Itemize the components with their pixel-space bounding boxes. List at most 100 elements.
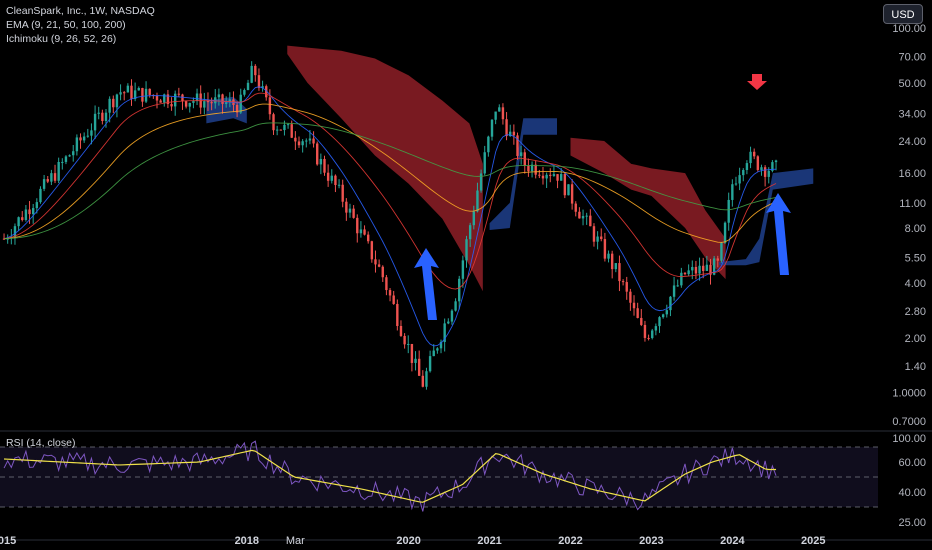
candle-body (359, 229, 363, 234)
candle-body (228, 99, 232, 103)
candle-body (17, 217, 20, 227)
candle-body (720, 242, 723, 261)
candle-body (297, 141, 301, 146)
candle-body (654, 326, 658, 331)
candle-body (581, 216, 585, 219)
candle-body (2, 238, 6, 240)
candle-body (75, 137, 79, 152)
candle-body (494, 111, 497, 120)
candle-body (246, 82, 250, 91)
candle-body (112, 98, 115, 108)
candle-body (552, 174, 556, 176)
candle-body (538, 174, 541, 176)
candle-body (731, 184, 734, 200)
candle-body (163, 94, 166, 103)
time-axis-label: 2025 (801, 535, 825, 547)
rsi-pane (0, 440, 878, 512)
candle-body (141, 88, 144, 102)
candle-body (235, 104, 239, 113)
candle-body (468, 225, 472, 240)
candle-body (57, 161, 60, 181)
candle-body (294, 137, 297, 142)
candle-body (64, 156, 68, 162)
rsi-axis-label: 40.00 (898, 487, 926, 499)
ema-100-line (4, 122, 777, 240)
legend-ema: EMA (9, 21, 50, 100, 200) (6, 19, 126, 31)
candle-body (672, 285, 676, 297)
candle-body (388, 290, 392, 296)
candle-body (254, 65, 257, 76)
candle-body (712, 258, 716, 275)
candle-body (443, 323, 446, 342)
candle-body (709, 264, 712, 275)
candle-body (501, 107, 505, 120)
price-axis-label: 100.00 (892, 23, 926, 35)
candle-body (691, 266, 694, 271)
price-axis-label: 34.00 (898, 108, 926, 120)
candle-body (734, 183, 738, 185)
candle-body (669, 296, 672, 311)
candle-body (403, 335, 406, 345)
candle-body (50, 173, 53, 182)
candle-body (316, 143, 319, 165)
candle-body (589, 215, 592, 227)
candle-body (366, 234, 370, 242)
candle-body (123, 92, 126, 94)
candle-body (505, 119, 508, 137)
candle-body (173, 93, 177, 107)
candle-body (716, 258, 719, 261)
time-axis-label: 2015 (0, 535, 16, 547)
candle-body (658, 317, 661, 327)
candle-body (46, 179, 49, 182)
candle-body (279, 129, 282, 131)
candle-body (170, 104, 173, 107)
candle-body (763, 167, 767, 177)
candle-body (250, 65, 253, 83)
price-axis-label: 8.00 (905, 223, 926, 235)
candle-body (203, 101, 206, 108)
currency-button[interactable]: USD (883, 4, 923, 24)
candle-body (31, 208, 35, 215)
candle-body (417, 358, 421, 376)
candle-body (261, 86, 264, 88)
candle-body (541, 175, 545, 179)
candle-body (425, 371, 428, 387)
candle-body (621, 281, 625, 283)
candle-body (61, 161, 64, 163)
candle-body (556, 174, 559, 181)
candle-body (370, 241, 374, 260)
candle-body (381, 266, 384, 278)
candle-body (756, 156, 760, 170)
price-axis-label: 70.00 (898, 51, 926, 63)
candle-body (126, 85, 130, 93)
candle-body (752, 151, 756, 157)
candle-body (527, 165, 530, 172)
candle-body (476, 190, 479, 212)
candle-body (184, 101, 188, 107)
candle-body (454, 301, 457, 311)
candle-body (130, 85, 133, 99)
rsi-band (0, 447, 878, 507)
time-axis-label: 2021 (477, 535, 501, 547)
candle-body (137, 88, 140, 91)
candle-body (6, 238, 9, 240)
rsi-axis-label: 25.00 (898, 517, 926, 529)
candle-body (610, 253, 614, 270)
candle-body (181, 94, 184, 102)
candle-body (217, 94, 221, 98)
candle-body (447, 321, 450, 324)
candle-body (458, 278, 461, 302)
legend-symbol: CleanSpark, Inc., 1W, NASDAQ (6, 5, 155, 17)
candle-body (385, 277, 388, 291)
candle-body (490, 119, 494, 137)
candle-body (687, 270, 690, 275)
candle-body (625, 282, 628, 292)
candle-body (275, 129, 279, 131)
candle-body (301, 141, 304, 146)
rsi-axis-label: 100.00 (892, 433, 926, 445)
blue-arrow-up-2021 (414, 248, 439, 320)
candle-body (399, 325, 403, 336)
candle-body (570, 184, 574, 204)
time-axis-label: 2023 (639, 535, 663, 547)
